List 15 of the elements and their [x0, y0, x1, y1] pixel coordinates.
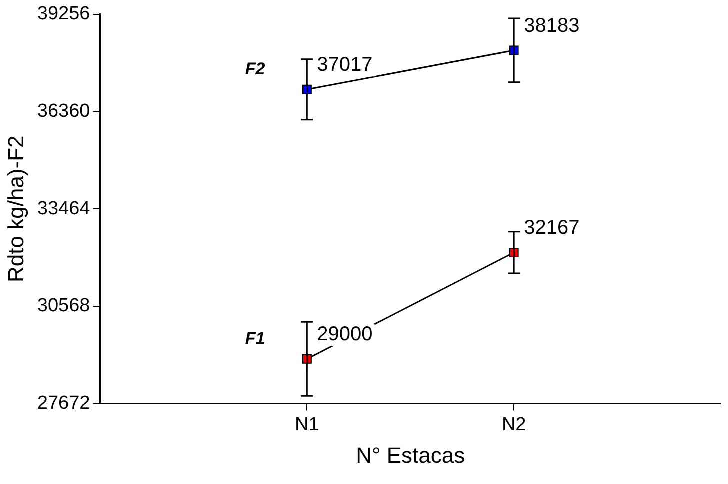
y-axis-title: Rdto kg/ha)-F2 — [3, 136, 28, 282]
y-tick-label: 39256 — [37, 4, 90, 25]
y-tick-label: 33464 — [37, 198, 91, 220]
data-label: 29000 — [317, 324, 373, 346]
y-tick-label: 30568 — [37, 296, 90, 317]
y-tick-label: 27672 — [37, 393, 90, 414]
x-tick-label: N2 — [502, 414, 526, 436]
text: F1 — [245, 328, 266, 348]
x-axis-title: N° Estacas — [356, 442, 466, 468]
x-tick-label: N1 — [295, 414, 320, 436]
text: F2 — [245, 59, 266, 78]
data-label: 38183 — [524, 14, 580, 37]
y-tick-label: 36360 — [37, 100, 90, 122]
data-label: 37017 — [317, 54, 373, 76]
data-label: 32167 — [524, 217, 580, 240]
